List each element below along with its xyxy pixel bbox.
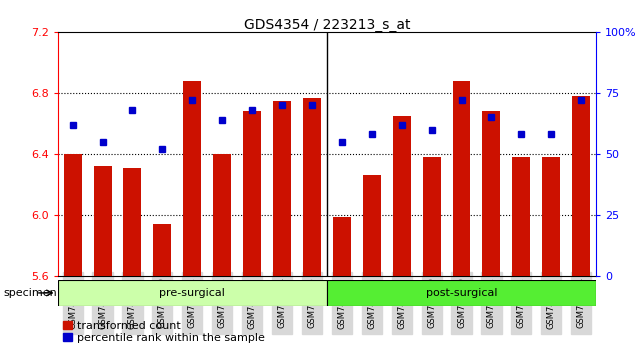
Text: specimen: specimen <box>3 288 57 298</box>
Bar <box>333 217 351 276</box>
Bar <box>183 81 201 276</box>
Bar <box>363 175 381 276</box>
Text: GDS4354 / 223213_s_at: GDS4354 / 223213_s_at <box>244 18 410 32</box>
Bar <box>483 111 501 276</box>
Bar <box>303 97 321 276</box>
Bar <box>63 154 81 276</box>
Bar <box>422 157 440 276</box>
Bar <box>572 96 590 276</box>
Bar <box>393 116 411 276</box>
Bar <box>512 157 530 276</box>
Bar <box>153 224 171 276</box>
Bar <box>327 280 596 306</box>
Bar <box>124 168 142 276</box>
Bar <box>273 101 291 276</box>
Bar <box>542 157 560 276</box>
Bar <box>213 154 231 276</box>
Bar <box>58 280 327 306</box>
Bar <box>453 81 470 276</box>
Legend: transformed count, percentile rank within the sample: transformed count, percentile rank withi… <box>63 321 265 343</box>
Bar <box>243 111 261 276</box>
Text: pre-surgical: pre-surgical <box>160 288 225 298</box>
Text: post-surgical: post-surgical <box>426 288 497 298</box>
Bar <box>94 166 112 276</box>
